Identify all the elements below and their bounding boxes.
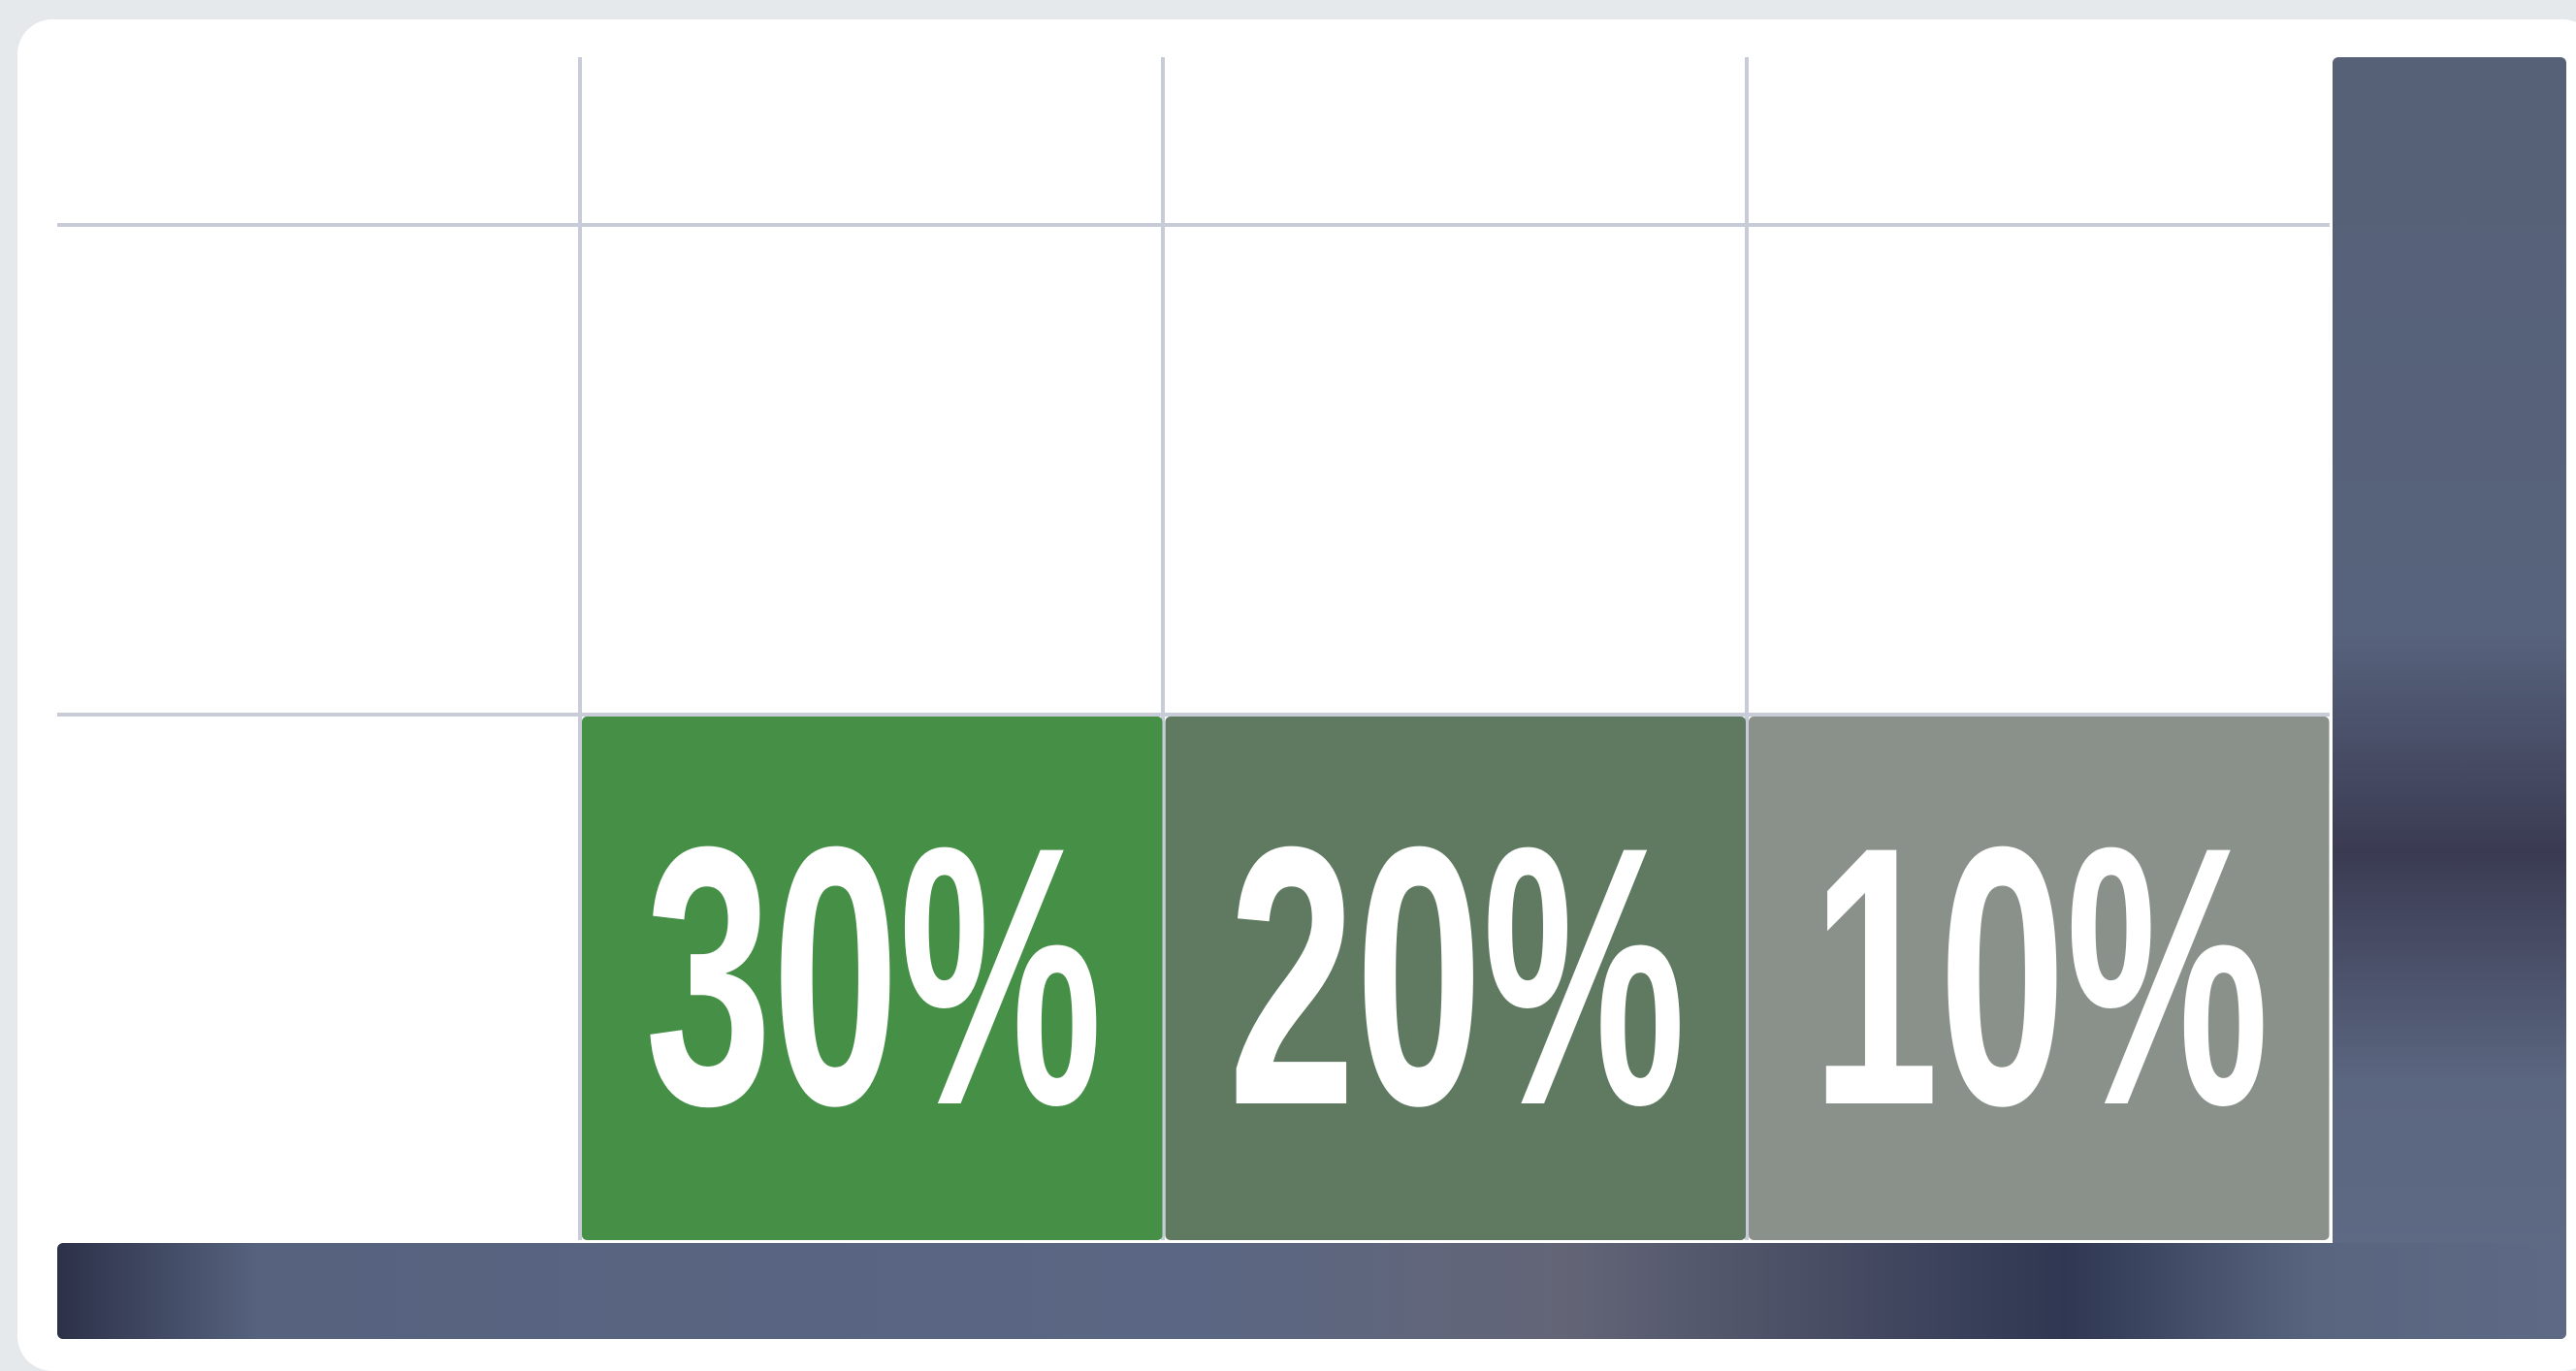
frame-right <box>2333 57 2566 1339</box>
tile <box>1165 717 1746 1240</box>
tile <box>1749 717 2330 1240</box>
tiles: 30% 20% 10% <box>582 717 2330 1240</box>
tile-label: 20% <box>1228 770 1686 1181</box>
frame-bottom <box>57 1243 2566 1339</box>
tile-label: 10% <box>1812 770 2270 1181</box>
grid <box>57 57 2330 1240</box>
tile-label: 30% <box>645 770 1103 1181</box>
tile <box>582 717 1163 1240</box>
